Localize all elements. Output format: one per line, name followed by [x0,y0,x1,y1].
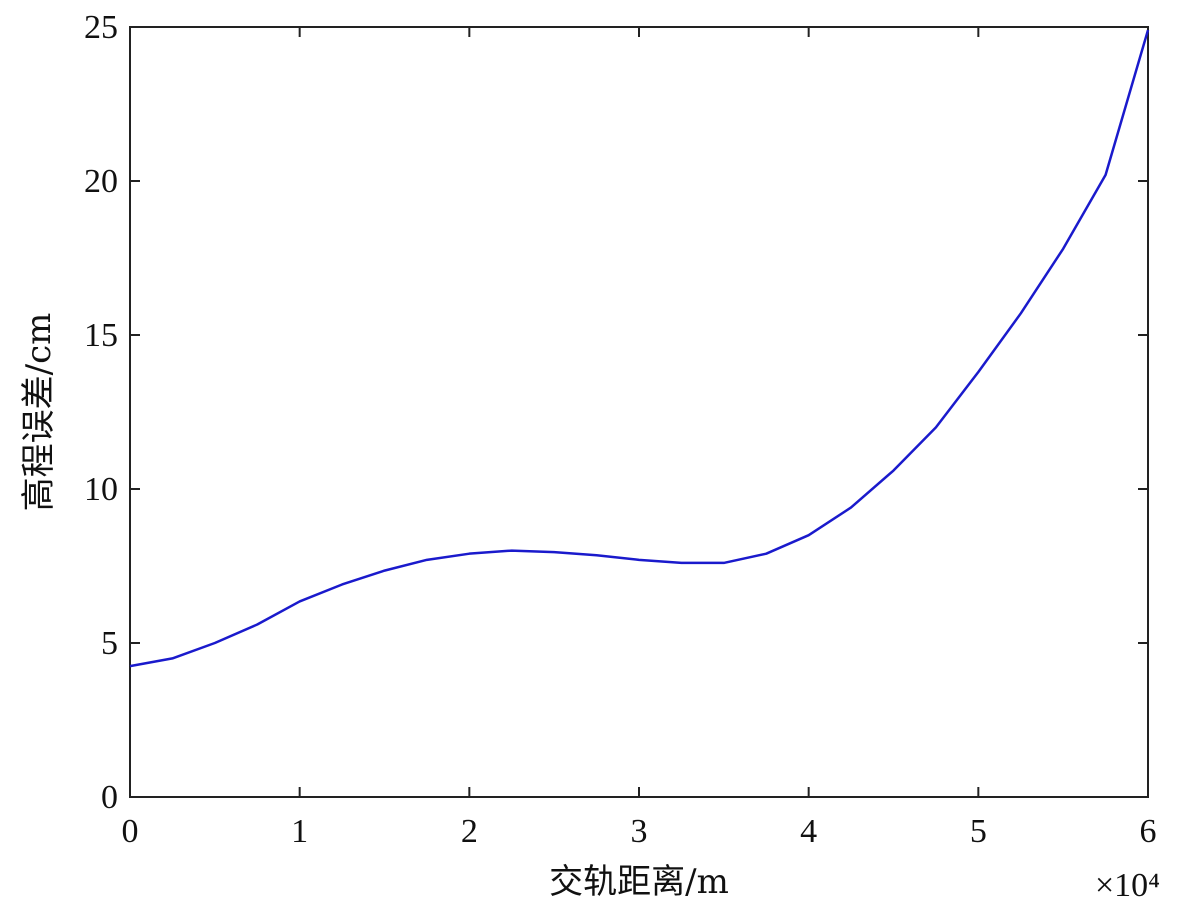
x-multiplier: ×10⁴ [1095,867,1160,904]
x-tick-label: 5 [970,813,987,850]
x-tick-label: 0 [122,813,139,850]
x-tick-label: 1 [291,813,308,850]
y-tick-label: 20 [84,163,118,200]
y-tick-label: 5 [101,625,118,662]
plot-frame [129,26,1149,798]
x-tick-label: 4 [800,813,817,850]
y-axis-label: 高程误差/cm [19,313,59,512]
x-axis-label: 交轨距离/m [549,862,729,902]
x-tick-label: 6 [1140,813,1157,850]
y-tick-label: 0 [101,779,118,816]
data-line [129,29,1150,668]
y-tick-label: 15 [84,317,118,354]
x-tick-label: 2 [461,813,478,850]
y-tick-label: 10 [84,471,118,508]
y-tick-label: 25 [84,9,118,46]
x-tick-label: 3 [631,813,648,850]
